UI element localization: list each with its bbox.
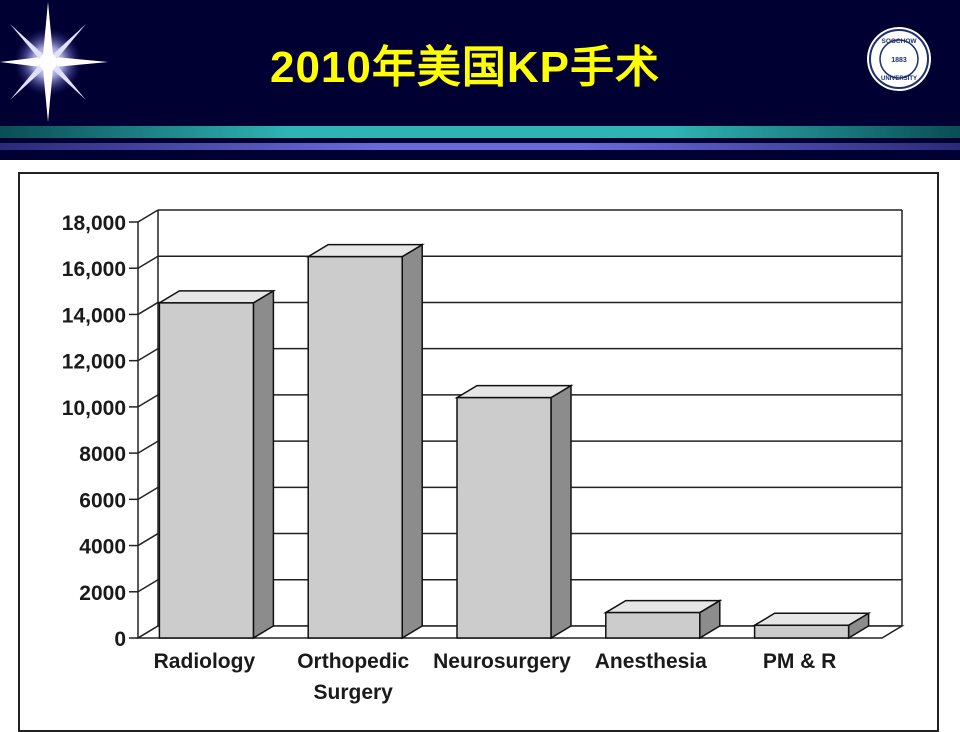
tick-connector-4 — [137, 440, 159, 454]
bar-1 — [307, 255, 403, 639]
bar-side-0 — [252, 289, 275, 640]
y-tick-label-5: 10,000 — [62, 397, 126, 420]
bar-top-0 — [156, 290, 277, 304]
tick-connector-5 — [137, 394, 159, 408]
chart-frame: 0 2000 4000 6000 8000 10,000 12,000 14,000 16,00… — [18, 172, 939, 732]
star-burst-icon — [0, 2, 108, 122]
y-tick-label-8: 16,000 — [62, 258, 126, 281]
bar-2 — [456, 396, 552, 639]
logo-text-bottom: UNIVERSITY — [881, 76, 917, 82]
bar-0 — [158, 302, 255, 639]
slide-header: 2010年美国KP手术 SOOCHOW 1883 UNIVERSITY — [0, 0, 960, 160]
bar-top-3 — [603, 599, 723, 614]
tick-connector-9 — [137, 209, 159, 223]
tick-connector-2 — [137, 532, 159, 547]
y-tick-label-6: 12,000 — [62, 351, 126, 374]
x-tick-label-1-line-1: Surgery — [314, 681, 394, 704]
bar-top-2 — [454, 384, 574, 399]
y-tick-label-1: 2000 — [79, 582, 126, 605]
header-stripe-purple — [0, 143, 960, 150]
slide-title: 2010年美国KP手术 — [269, 43, 660, 92]
y-tick-label-3: 6000 — [79, 489, 126, 512]
bar-top-4 — [751, 612, 872, 627]
x-tick-label-3: Anesthesia — [595, 650, 707, 673]
bar-chart: 0 2000 4000 6000 8000 10,000 12,000 14,000 16,00… — [62, 209, 905, 704]
y-tick-label-9: 18,000 — [62, 212, 126, 235]
tick-connector-3 — [137, 486, 159, 500]
tick-connector-7 — [137, 301, 159, 316]
tick-connector-8 — [137, 255, 159, 269]
y-tick-label-2: 4000 — [79, 536, 126, 559]
tick-connector-1 — [137, 579, 159, 593]
header-stripe-bottom — [0, 150, 960, 160]
y-tick-label-0: 0 — [114, 628, 126, 651]
x-tick-label-2: Neurosurgery — [433, 650, 571, 673]
logo-year: 1883 — [891, 57, 907, 64]
university-seal-icon: SOOCHOW 1883 UNIVERSITY — [867, 27, 931, 91]
header-stripe-dark — [0, 138, 960, 143]
bar-4 — [753, 624, 850, 639]
x-tick-label-4: PM & R — [763, 650, 837, 673]
tick-connector-6 — [137, 348, 159, 362]
y-tick-label-7: 14,000 — [62, 304, 126, 327]
bar-side-2 — [550, 384, 572, 640]
y-tick-label-4: 8000 — [79, 443, 126, 466]
x-tick-label-0: Radiology — [154, 650, 256, 673]
bar-top-1 — [305, 243, 425, 258]
x-tick-label-1: Orthopedic — [297, 650, 409, 673]
bar-3 — [605, 611, 701, 639]
header-stripe-teal — [0, 126, 960, 138]
bar-side-1 — [401, 243, 423, 640]
logo-text-top: SOOCHOW — [881, 38, 917, 45]
